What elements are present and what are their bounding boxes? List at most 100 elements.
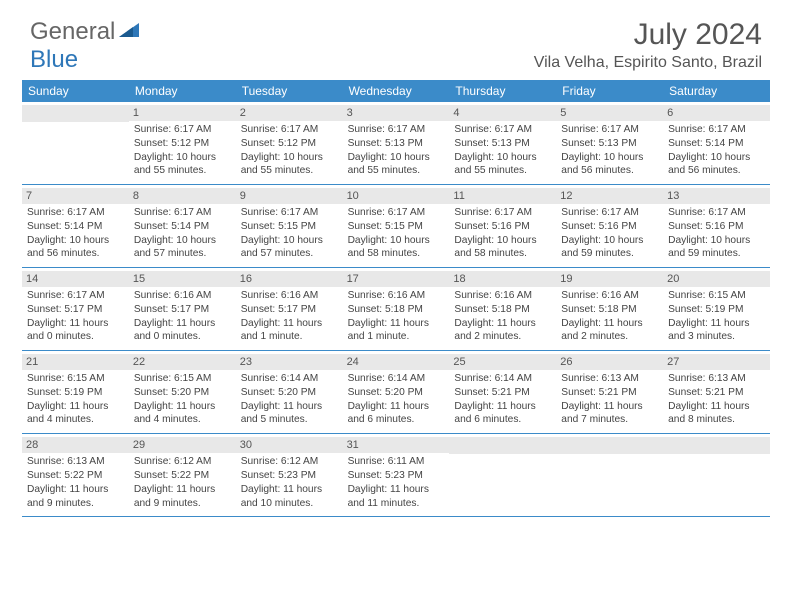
sunset-line: Sunset: 5:20 PM [348, 386, 445, 400]
day-number: 18 [449, 271, 556, 287]
day-cell: 18 Sunrise: 6:16 AMSunset: 5:18 PMDayligh… [449, 268, 556, 350]
sunset-line: Sunset: 5:22 PM [27, 469, 124, 483]
daylight-line: Daylight: 11 hours and 1 minute. [348, 317, 445, 345]
day-number: 29 [129, 437, 236, 453]
day-cell: 21Sunrise: 6:15 AMSunset: 5:19 PMDayligh… [22, 351, 129, 433]
sunrise-line: Sunrise: 6:17 AM [27, 289, 124, 303]
day-cell: 7Sunrise: 6:17 AMSunset: 5:14 PMDaylight… [22, 185, 129, 267]
sunrise-line: Sunrise: 6:16 AM [134, 289, 231, 303]
sunset-line: Sunset: 5:13 PM [348, 137, 445, 151]
daylight-line: Daylight: 11 hours and 9 minutes. [27, 483, 124, 511]
brand-triangle-icon [119, 21, 141, 44]
sunrise-line: Sunrise: 6:15 AM [668, 289, 765, 303]
day-number: 12 [556, 188, 663, 204]
day-number [556, 437, 663, 454]
daylight-line: Daylight: 11 hours and 0 minutes. [27, 317, 124, 345]
sunset-line: Sunset: 5:20 PM [241, 386, 338, 400]
daylight-line: Daylight: 11 hours and 2 minutes. [454, 317, 551, 345]
day-number: 17 [343, 271, 450, 287]
day-number: 16 [236, 271, 343, 287]
sunrise-line: Sunrise: 6:13 AM [668, 372, 765, 386]
location-text: Vila Velha, Espirito Santo, Brazil [534, 54, 762, 72]
day-header-cell: Sunday [22, 80, 129, 102]
day-cell: 4Sunrise: 6:17 AMSunset: 5:13 PMDaylight… [449, 102, 556, 184]
daylight-line: Daylight: 11 hours and 3 minutes. [668, 317, 765, 345]
day-header-cell: Monday [129, 80, 236, 102]
day-number: 27 [663, 354, 770, 370]
daylight-line: Daylight: 10 hours and 57 minutes. [241, 234, 338, 262]
day-cell: 2Sunrise: 6:17 AMSunset: 5:12 PMDaylight… [236, 102, 343, 184]
day-cell: 28Sunrise: 6:13 AMSunset: 5:22 PMDayligh… [22, 434, 129, 516]
day-number [663, 437, 770, 454]
week-row: 21Sunrise: 6:15 AMSunset: 5:19 PMDayligh… [22, 351, 770, 434]
day-cell: 24 Sunrise: 6:14 AMSunset: 5:20 PMDayligh… [343, 351, 450, 433]
sunrise-line: Sunrise: 6:12 AM [134, 455, 231, 469]
day-cell: 19Sunrise: 6:16 AMSunset: 5:18 PMDayligh… [556, 268, 663, 350]
sunrise-line: Sunrise: 6:14 AM [241, 372, 338, 386]
day-cell: 3Sunrise: 6:17 AMSunset: 5:13 PMDaylight… [343, 102, 450, 184]
daylight-line: Daylight: 11 hours and 1 minute. [241, 317, 338, 345]
day-header-cell: Wednesday [343, 80, 450, 102]
day-number: 26 [556, 354, 663, 370]
daylight-line: Daylight: 10 hours and 55 minutes. [348, 151, 445, 179]
sunset-line: Sunset: 5:23 PM [241, 469, 338, 483]
day-cell: 14Sunrise: 6:17 AMSunset: 5:17 PMDayligh… [22, 268, 129, 350]
brand-text-2-wrap: Blue [30, 46, 78, 74]
day-cell: 16Sunrise: 6:16 AMSunset: 5:17 PMDayligh… [236, 268, 343, 350]
day-number: 6 [663, 105, 770, 121]
sunrise-line: Sunrise: 6:15 AM [27, 372, 124, 386]
day-cell: 26Sunrise: 6:13 AMSunset: 5:21 PMDayligh… [556, 351, 663, 433]
sunset-line: Sunset: 5:21 PM [561, 386, 658, 400]
sunrise-line: Sunrise: 6:17 AM [454, 123, 551, 137]
sunrise-line: Sunrise: 6:17 AM [348, 123, 445, 137]
daylight-line: Daylight: 11 hours and 8 minutes. [668, 400, 765, 428]
sunrise-line: Sunrise: 6:12 AM [241, 455, 338, 469]
header: General July 2024 Vila Velha, Espirito S… [0, 0, 792, 80]
day-cell: 17Sunrise: 6:16 AMSunset: 5:18 PMDayligh… [343, 268, 450, 350]
day-header-cell: Tuesday [236, 80, 343, 102]
brand-logo: General [30, 18, 143, 46]
day-cell: 30Sunrise: 6:12 AMSunset: 5:23 PMDayligh… [236, 434, 343, 516]
daylight-line: Daylight: 11 hours and 6 minutes. [348, 400, 445, 428]
day-cell: 25Sunrise: 6:14 AMSunset: 5:21 PMDayligh… [449, 351, 556, 433]
day-cell: 11Sunrise: 6:17 AMSunset: 5:16 PMDayligh… [449, 185, 556, 267]
day-number: 24 [343, 354, 450, 370]
sunset-line: Sunset: 5:17 PM [241, 303, 338, 317]
daylight-line: Daylight: 11 hours and 2 minutes. [561, 317, 658, 345]
day-cell [663, 434, 770, 516]
day-cell: 29Sunrise: 6:12 AMSunset: 5:22 PMDayligh… [129, 434, 236, 516]
sunrise-line: Sunrise: 6:17 AM [561, 206, 658, 220]
sunrise-line: Sunrise: 6:17 AM [134, 123, 231, 137]
sunrise-line: Sunrise: 6:17 AM [561, 123, 658, 137]
sunrise-line: Sunrise: 6:17 AM [134, 206, 231, 220]
day-cell: 15Sunrise: 6:16 AMSunset: 5:17 PMDayligh… [129, 268, 236, 350]
day-header-row: Sunday Monday Tuesday Wednesday Thursday… [22, 80, 770, 102]
daylight-line: Daylight: 11 hours and 7 minutes. [561, 400, 658, 428]
day-header-cell: Saturday [663, 80, 770, 102]
daylight-line: Daylight: 11 hours and 4 minutes. [134, 400, 231, 428]
sunset-line: Sunset: 5:18 PM [454, 303, 551, 317]
day-number: 19 [556, 271, 663, 287]
day-number: 10 [343, 188, 450, 204]
day-cell: 5Sunrise: 6:17 AMSunset: 5:13 PMDaylight… [556, 102, 663, 184]
daylight-line: Daylight: 10 hours and 57 minutes. [134, 234, 231, 262]
sunset-line: Sunset: 5:16 PM [668, 220, 765, 234]
week-row: 1Sunrise: 6:17 AMSunset: 5:12 PMDaylight… [22, 102, 770, 185]
day-cell: 9Sunrise: 6:17 AMSunset: 5:15 PMDaylight… [236, 185, 343, 267]
sunrise-line: Sunrise: 6:17 AM [241, 206, 338, 220]
sunrise-line: Sunrise: 6:17 AM [348, 206, 445, 220]
day-number: 31 [343, 437, 450, 453]
day-number: 1 [129, 105, 236, 121]
sunrise-line: Sunrise: 6:14 AM [348, 372, 445, 386]
sunset-line: Sunset: 5:19 PM [668, 303, 765, 317]
day-number: 2 [236, 105, 343, 121]
sunrise-line: Sunrise: 6:16 AM [454, 289, 551, 303]
day-cell: 13Sunrise: 6:17 AMSunset: 5:16 PMDayligh… [663, 185, 770, 267]
day-cell: 6Sunrise: 6:17 AMSunset: 5:14 PMDaylight… [663, 102, 770, 184]
sunset-line: Sunset: 5:20 PM [134, 386, 231, 400]
day-number: 28 [22, 437, 129, 453]
day-cell: 22Sunrise: 6:15 AMSunset: 5:20 PMDayligh… [129, 351, 236, 433]
daylight-line: Daylight: 10 hours and 56 minutes. [561, 151, 658, 179]
sunset-line: Sunset: 5:23 PM [348, 469, 445, 483]
day-cell: 10Sunrise: 6:17 AMSunset: 5:15 PMDayligh… [343, 185, 450, 267]
